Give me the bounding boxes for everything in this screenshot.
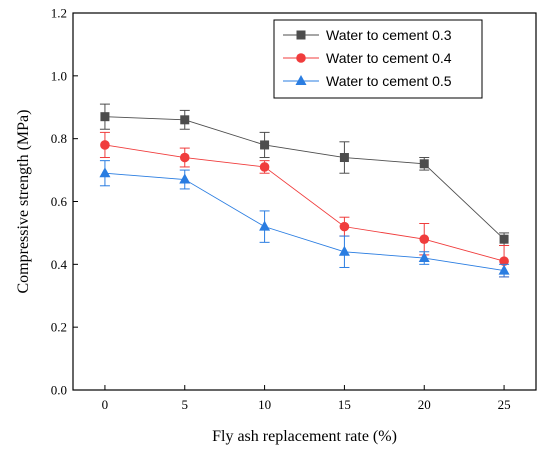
data-point xyxy=(419,234,430,244)
data-point xyxy=(180,115,190,125)
data-point xyxy=(499,256,509,266)
legend-box xyxy=(273,19,483,99)
series-circle xyxy=(99,131,510,278)
data-point xyxy=(259,220,271,231)
legend-entry: Water to cement 0.3 xyxy=(283,27,452,43)
legend-entry: Water to cement 0.4 xyxy=(283,50,452,66)
legend-label: Water to cement 0.5 xyxy=(326,73,452,89)
legend: Water to cement 0.3 Water to cement 0.4 Wa… xyxy=(273,19,483,99)
y-tick-label: 0.2 xyxy=(51,320,67,335)
series-line xyxy=(104,116,505,240)
series-triangle xyxy=(99,160,510,278)
legend-entry: Water to cement 0.5 xyxy=(283,73,452,89)
data-point xyxy=(179,173,191,184)
x-tick-label: 10 xyxy=(258,397,271,412)
data-point xyxy=(499,234,509,244)
x-tick-label: 20 xyxy=(418,397,431,412)
ticks-layer: 0 5 10 15 20 25 0.0 0.2 0.4 0.6 0.8 1.0 1.2 xyxy=(51,6,511,413)
data-point xyxy=(339,153,349,163)
legend-label: Water to cement 0.4 xyxy=(326,50,452,66)
y-tick-label: 0.4 xyxy=(51,257,68,272)
data-point xyxy=(260,140,270,150)
y-axis-label: Compressive strength (MPa) xyxy=(15,110,32,294)
data-point xyxy=(419,159,429,169)
y-tick-label: 0.6 xyxy=(51,194,68,209)
data-point xyxy=(100,140,110,150)
x-axis-label: Fly ash replacement rate (%) xyxy=(212,428,397,445)
y-tick-label: 0.0 xyxy=(51,383,67,398)
data-point xyxy=(100,112,110,122)
x-tick-label: 25 xyxy=(498,397,511,412)
y-tick-label: 1.2 xyxy=(51,6,67,21)
legend-marker xyxy=(296,30,306,40)
x-tick-label: 15 xyxy=(338,397,351,412)
data-point xyxy=(338,245,350,256)
y-tick-label: 1.0 xyxy=(51,68,67,83)
x-tick-label: 5 xyxy=(182,397,189,412)
data-point xyxy=(339,221,350,232)
x-tick-label: 0 xyxy=(102,397,109,412)
legend-marker xyxy=(296,53,306,63)
series-layer xyxy=(99,103,510,278)
data-point xyxy=(179,152,190,163)
series-line xyxy=(104,144,505,262)
data-point xyxy=(418,252,430,263)
series-square xyxy=(99,103,510,246)
legend-marker xyxy=(295,75,307,85)
y-tick-label: 0.8 xyxy=(51,131,67,146)
data-point xyxy=(259,162,270,172)
data-point xyxy=(99,167,111,178)
data-point xyxy=(498,264,510,275)
legend-label: Water to cement 0.3 xyxy=(326,27,452,43)
series-line xyxy=(104,172,505,272)
